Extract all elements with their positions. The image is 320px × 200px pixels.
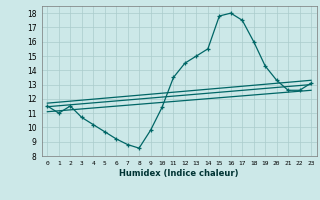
X-axis label: Humidex (Indice chaleur): Humidex (Indice chaleur) xyxy=(119,169,239,178)
